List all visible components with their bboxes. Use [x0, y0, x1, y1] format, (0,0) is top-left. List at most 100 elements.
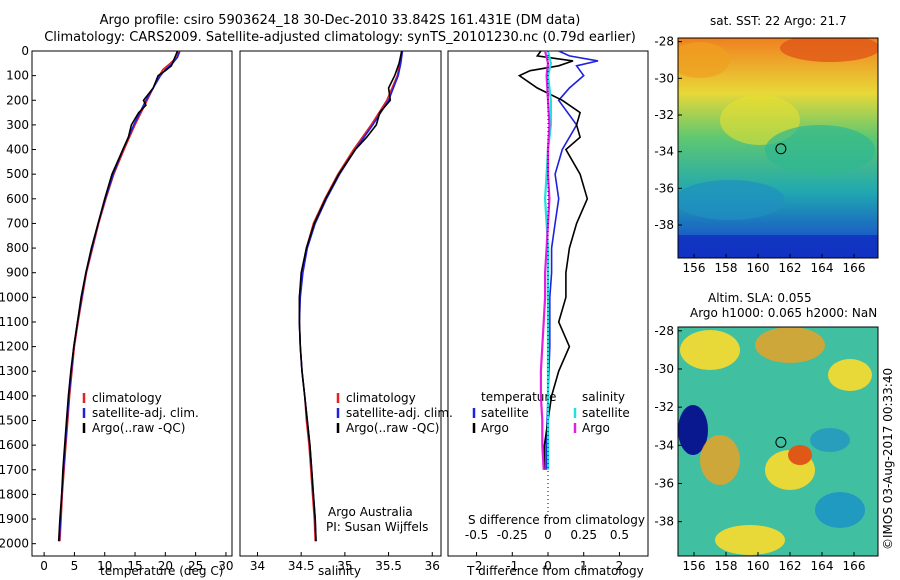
sst-map-xtick-label: 166: [843, 261, 866, 275]
difference-legend-t-title: temperature: [481, 390, 556, 404]
salinity-xtick-label: 35: [337, 559, 352, 573]
difference-xtick-label-salinity: 0.25: [570, 528, 597, 542]
difference-xtick-label: -1: [506, 559, 518, 573]
sla-map-ytick-label: -36: [654, 476, 674, 490]
sla-map-ytick-label: -34: [654, 438, 674, 452]
difference-xtick-label-salinity: -0.25: [497, 528, 528, 542]
difference-series-s-argo: [539, 50, 551, 470]
sst-map-title: sat. SST: 22 Argo: 21.7: [710, 14, 847, 28]
depth-tick-label: 200: [6, 93, 29, 107]
temperature-xtick-label: 30: [218, 559, 233, 573]
sst-map-xtick-label: 162: [779, 261, 802, 275]
sst-map-ytick-label: -36: [654, 181, 674, 195]
sst-map-ytick-label: -32: [654, 108, 674, 122]
sst-map-ytick-label: -28: [654, 35, 674, 49]
temperature-xtick-label: 5: [71, 559, 79, 573]
salinity-xtick-label: 34: [250, 559, 265, 573]
sla-map-ytick-label: -38: [654, 515, 674, 529]
depth-tick-label: 1100: [0, 315, 29, 329]
depth-tick-label: 1200: [0, 340, 29, 354]
depth-tick-label: 600: [6, 192, 29, 206]
depth-tick-label: 900: [6, 266, 29, 280]
difference-xtick-label: 2: [616, 559, 624, 573]
depth-tick-label: 1500: [0, 414, 29, 428]
sst-map-xtick-label: 158: [715, 261, 738, 275]
depth-tick-label: 2000: [0, 537, 29, 551]
difference-legend-t-label: satellite: [481, 406, 529, 420]
sst-map-ytick-label: -34: [654, 145, 674, 159]
salinity-series-argo-raw-qc-: [298, 50, 403, 542]
sla-map-xtick-label: 160: [747, 559, 770, 573]
temperature-xtick-label: 20: [158, 559, 173, 573]
sla-map-xtick-label: 166: [843, 559, 866, 573]
depth-tick-label: 500: [6, 167, 29, 181]
sst-heatmap: [678, 38, 878, 258]
salinity-axes: [239, 50, 442, 557]
difference-xtick-label: 1: [580, 559, 588, 573]
sst-map-ytick-label: -30: [654, 71, 674, 85]
difference-legend-s-title: salinity: [582, 390, 625, 404]
sla-map-xtick-label: 164: [811, 559, 834, 573]
salinity-series-climatology: [298, 50, 403, 542]
sla-argo-location-marker: [775, 436, 787, 448]
temperature-series-satellite-adj-clim-: [58, 50, 181, 542]
temperature-xtick-label: 10: [97, 559, 112, 573]
sst-map-frame: [677, 37, 879, 259]
sla-map-xtick-label: 162: [779, 559, 802, 573]
sla-map-subtitle: Argo h1000: 0.065 h2000: NaN: [690, 306, 877, 320]
title-line-1: Argo profile: csiro 5903624_18 30-Dec-20…: [99, 13, 581, 28]
sla-heatmap: [678, 327, 878, 556]
sla-map-frame: [677, 326, 879, 557]
depth-tick-label: 1800: [0, 487, 29, 501]
temperature-axes: [31, 50, 233, 557]
sla-map-xtick-label: 156: [683, 559, 706, 573]
salinity-series-satellite-adj-clim-: [298, 50, 404, 542]
temperature-xtick-label: 25: [188, 559, 203, 573]
depth-tick-label: 100: [6, 69, 29, 83]
difference-legend-t-label: Argo: [481, 421, 509, 435]
salinity-xtick-label: 36: [425, 559, 440, 573]
salinity-xtick-label: 35.5: [375, 559, 402, 573]
difference-xlabel-salinity: S difference from climatology: [468, 513, 645, 527]
depth-tick-label: 1400: [0, 389, 29, 403]
temperature-xlabel: temperature (deg C): [100, 564, 223, 578]
difference-legend-s-label: Argo: [582, 421, 610, 435]
temperature-series-argo-raw-qc-: [57, 50, 179, 542]
sst-argo-location-marker: [775, 143, 787, 155]
difference-xtick-label-salinity: 0.5: [610, 528, 629, 542]
depth-tick-label: 1600: [0, 438, 29, 452]
salinity-annotation-line2: PI: Susan Wijffels: [326, 520, 428, 534]
temperature-legend-label: climatology: [92, 391, 162, 405]
difference-xtick-label: -2: [471, 559, 483, 573]
salinity-legend-label: Argo(..raw -QC): [346, 421, 439, 435]
difference-xtick-label-salinity: -0.5: [465, 528, 488, 542]
difference-xtick-label-salinity: 0: [544, 528, 552, 542]
difference-legend-s-label: satellite: [582, 406, 630, 420]
temperature-series-climatology: [59, 50, 180, 542]
sla-map-ytick-label: -30: [654, 362, 674, 376]
temperature-legend-label: Argo(..raw -QC): [92, 421, 185, 435]
depth-tick-label: 1300: [0, 364, 29, 378]
depth-tick-label: 700: [6, 216, 29, 230]
depth-tick-label: 400: [6, 143, 29, 157]
depth-tick-label: 0: [21, 44, 29, 58]
depth-tick-label: 1900: [0, 512, 29, 526]
depth-tick-label: 1000: [0, 290, 29, 304]
salinity-legend-label: climatology: [346, 391, 416, 405]
sla-map-ytick-label: -32: [654, 400, 674, 414]
salinity-annotation-line1: Argo Australia: [328, 505, 413, 519]
difference-xtick-label: 0: [544, 559, 552, 573]
difference-series-t-argo: [517, 50, 589, 470]
sst-map-xtick-label: 164: [811, 261, 834, 275]
depth-tick-label: 800: [6, 241, 29, 255]
sla-map-ytick-label: -28: [654, 324, 674, 338]
depth-tick-label: 300: [6, 118, 29, 132]
sla-map-xtick-label: 158: [715, 559, 738, 573]
difference-series-t-satellite: [545, 50, 599, 470]
salinity-legend-label: satellite-adj. clim.: [346, 406, 453, 420]
temperature-xtick-label: 0: [40, 559, 48, 573]
copyright-footer: ©IMOS 03-Aug-2017 00:33:40: [881, 368, 895, 550]
sst-map-ytick-label: -38: [654, 218, 674, 232]
sst-map-xtick-label: 160: [747, 261, 770, 275]
sst-map-xtick-label: 156: [683, 261, 706, 275]
